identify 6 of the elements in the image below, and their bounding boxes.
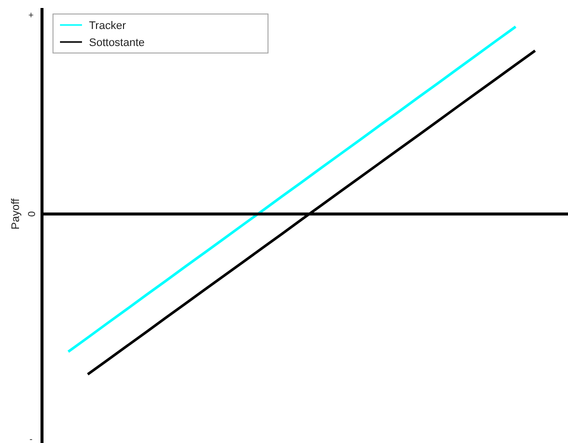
legend-label: Tracker <box>89 20 126 32</box>
text: 0 <box>27 210 38 217</box>
y-axis-title: Payoff <box>10 198 22 230</box>
text: + <box>28 10 34 20</box>
text: - <box>30 434 32 443</box>
legend-label: Sottostante <box>89 37 145 49</box>
